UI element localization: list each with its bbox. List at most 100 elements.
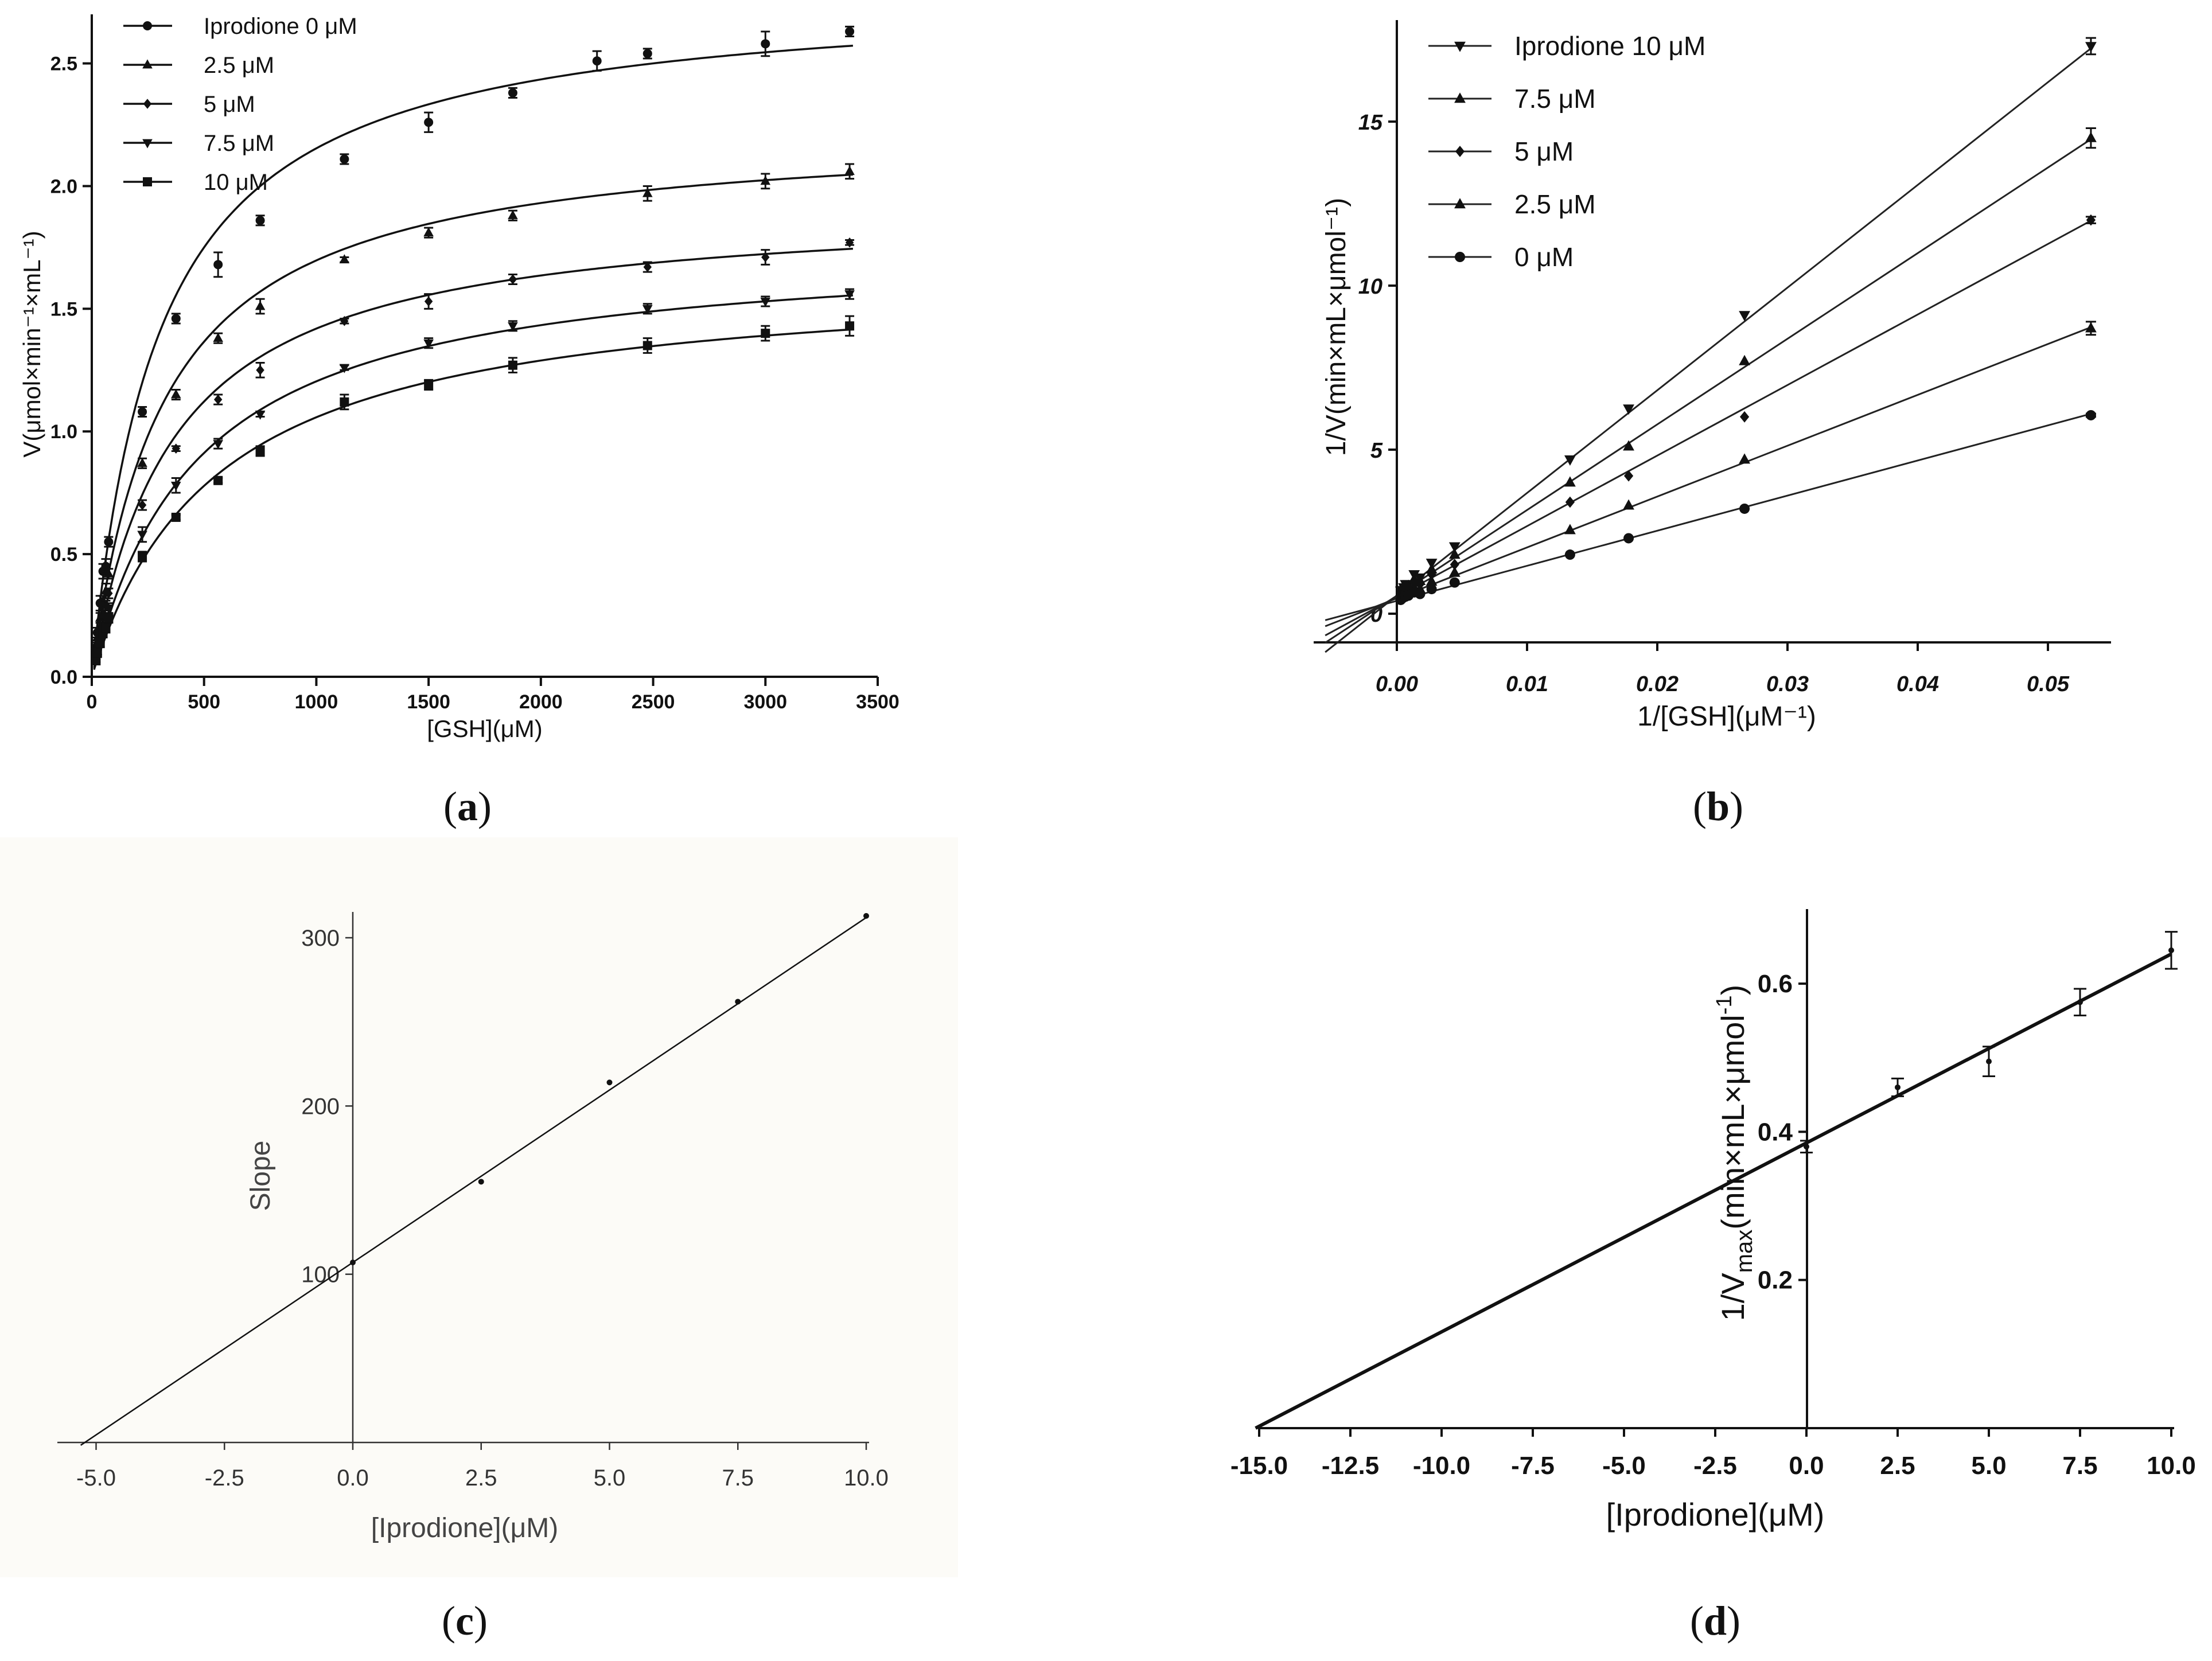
panel-d-x-tick-label: -2.5 — [1693, 1452, 1737, 1480]
panel-a-point-diamond — [172, 443, 180, 454]
panel-a-legend-marker-square — [143, 177, 152, 186]
panel-b-point-diamond — [2086, 214, 2096, 226]
panel-b-legend-label: 7.5 μM — [1514, 84, 1596, 114]
panel-b-legend-marker-triangle-down — [1454, 41, 1466, 52]
panel-a-legend-label: Iprodione 0 μM — [204, 14, 357, 39]
panel-c-x-tick-label: -2.5 — [205, 1465, 244, 1491]
panel-b-x-tick-label: 0.02 — [1636, 672, 1679, 696]
panel-b-point-circle — [2085, 410, 2096, 420]
panel-a-point-square — [340, 397, 349, 407]
panel-d-x-tick-label: 2.5 — [1880, 1452, 1915, 1480]
panel-a-y-tick-label: 0.5 — [50, 544, 77, 566]
panel-b-point-diamond — [1450, 559, 1459, 571]
panel-d: -15.0 -12.5 -10.0 -7.5 -5.0 -2.5 0.0 2.5 5.0 7.5 1… — [1230, 909, 2196, 1644]
panel-a-fit-curves — [93, 44, 854, 670]
panel-a-point-triangle-up — [95, 612, 106, 622]
panel-a-point-diamond — [213, 394, 223, 405]
panel-a-x-tick-label: 3500 — [856, 691, 899, 713]
panel-b-x-tick-label: 0.04 — [1896, 672, 1939, 696]
panel-d-y-label-sup: -1 — [1712, 995, 1736, 1015]
panel-a-fit-curve-2 — [93, 173, 854, 661]
panel-a-point-diamond — [340, 315, 349, 326]
panel-b-point-diamond — [1739, 411, 1750, 423]
panel-a-point-diamond — [138, 500, 147, 510]
panel-b-point-circle — [1623, 533, 1634, 544]
panel-d-y-label-close: ) — [1715, 985, 1751, 996]
panel-a-point-square — [138, 552, 147, 562]
panel-b-point-triangle-down — [1448, 542, 1461, 553]
panel-b-point-triangle-down — [1739, 311, 1750, 322]
panel-b-legend-label: 0 μM — [1514, 242, 1574, 272]
panel-b-point-triangle-up — [1623, 499, 1634, 510]
panel-a-point-triangle-down — [103, 604, 114, 614]
panel-a-point-triangle-up — [170, 389, 181, 399]
panel-a-point-square — [104, 613, 114, 623]
panel-c-background — [0, 837, 958, 1577]
panel-a-point-diamond — [845, 237, 854, 248]
panel-c-x-label: [Iprodione](μM) — [371, 1513, 558, 1543]
panel-a-point-diamond — [256, 365, 264, 376]
panel-a-legend-marker-circle — [143, 21, 152, 30]
panel-a-point-triangle-up — [137, 458, 147, 467]
panel-a: 0 500 1000 1500 2000 2500 3000 3500 0.0 0.5 1.0 1.… — [18, 14, 899, 829]
panel-d-x-tick-label: 5.0 — [1971, 1452, 2006, 1480]
panel-d-regression-line — [1255, 952, 2172, 1430]
panel-a-point-circle — [592, 56, 602, 66]
panel-a-point-circle — [340, 154, 349, 164]
panel-d-point — [2168, 947, 2174, 953]
panel-b-point-triangle-up — [1739, 354, 1750, 365]
panel-d-data-points — [1800, 931, 2178, 1153]
panel-a-point-diamond — [643, 262, 652, 272]
panel-a-point-triangle-down — [213, 440, 223, 450]
panel-a-point-square — [761, 329, 770, 338]
panel-b-point-triangle-up — [1448, 548, 1461, 559]
panel-c-point — [350, 1260, 356, 1266]
panel-b-fit-line-1 — [1325, 48, 2092, 653]
panel-c-data-points — [350, 913, 869, 1266]
panel-b-legend-marker-triangle-up — [1454, 198, 1466, 209]
panel-a-point-square — [213, 475, 223, 485]
panel-c-x-ticks: -5.0 -2.5 0.0 2.5 5.0 7.5 10.0 — [76, 1442, 889, 1491]
panel-b-x-tick-label: 0.00 — [1376, 672, 1418, 696]
panel-d-x-tick-label: -12.5 — [1322, 1452, 1379, 1480]
panel-b-point-triangle-up — [1426, 563, 1438, 574]
panel-b-fit-line-3 — [1325, 220, 2092, 637]
panel-c-point — [863, 913, 869, 919]
panel-b-point-diamond — [1427, 568, 1436, 580]
panel-b-y-tick-label: 5 — [1370, 439, 1383, 463]
panel-b-point-circle — [1564, 549, 1575, 560]
panel-a-x-tick-label: 2500 — [632, 691, 675, 713]
panel-a-point-triangle-up — [844, 166, 855, 176]
panel-c-point — [735, 999, 741, 1005]
panel-b-fit-lines — [1325, 48, 2092, 653]
panel-a-x-tick-label: 3000 — [743, 691, 787, 713]
panel-a-point-triangle-up — [213, 333, 223, 342]
panel-a-point-square — [508, 360, 517, 370]
panel-b-x-tick-label: 0.01 — [1506, 672, 1548, 696]
panel-c-regression-line — [80, 917, 867, 1446]
panel-b-point-circle — [1449, 577, 1460, 588]
panel-a-point-diamond — [761, 252, 770, 263]
panel-b-fit-line-2 — [1325, 138, 2092, 644]
panel-a-x-tick-label: 1000 — [295, 691, 338, 713]
panel-a-legend-marker-triangle-up — [142, 59, 153, 69]
panel-a-fit-curve-5 — [93, 328, 854, 670]
panel-b-legend-label: 5 μM — [1514, 137, 1574, 166]
panel-a-point-circle — [213, 260, 223, 270]
panel-d-x-tick-label: -7.5 — [1511, 1452, 1555, 1480]
panel-d-point — [1895, 1084, 1901, 1090]
panel-d-x-tick-label: -5.0 — [1602, 1452, 1646, 1480]
panel-c-x-tick-label: 2.5 — [465, 1465, 497, 1491]
panel-b-fit-line-4 — [1325, 326, 2092, 627]
panel-d-x-tick-label: 0.0 — [1789, 1452, 1824, 1480]
panel-a-y-tick-label: 0.0 — [50, 666, 77, 688]
panel-a-x-ticks: 0 500 1000 1500 2000 2500 3000 3500 — [87, 677, 899, 713]
panel-a-point-square — [92, 648, 102, 657]
panel-a-point-square — [255, 446, 265, 456]
panel-c-point — [478, 1179, 484, 1185]
panel-b-y-tick-label: 15 — [1358, 111, 1383, 135]
panel-d-point — [1986, 1058, 1992, 1065]
